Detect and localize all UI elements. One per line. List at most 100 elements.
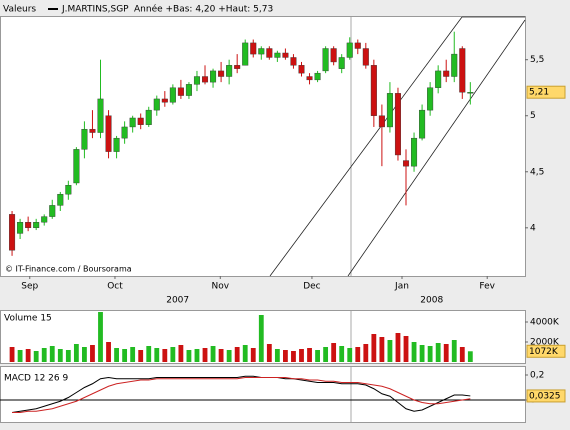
volume-bar [226, 350, 232, 362]
volume-bar [339, 346, 345, 362]
volume-bar [57, 349, 63, 362]
x-tick-label: Oct [107, 282, 123, 292]
volume-bar [323, 347, 329, 362]
candle-body [137, 117, 144, 125]
candle-body [386, 93, 393, 128]
volume-bar [25, 349, 31, 362]
last-value-label: 0,0325 [529, 391, 561, 401]
trend-line [269, 16, 463, 277]
volume-bar [266, 344, 272, 362]
volume-bar [218, 349, 224, 362]
range-label: Année +Bas: 4,20 +Haut: 5,73 [134, 4, 273, 15]
x-tick-label: Sep [21, 282, 38, 292]
candle-body [210, 70, 217, 83]
volume-bar [178, 345, 184, 362]
legend-label: J.MARTINS,SGP [61, 5, 129, 15]
volume-bar [395, 333, 401, 362]
volume-bar [258, 315, 264, 362]
panel-label: Valeurs [3, 5, 36, 15]
candle-body [49, 205, 56, 217]
volume-bar [435, 343, 441, 362]
candle-body [161, 98, 168, 103]
candle-body [17, 222, 24, 234]
macd-panel [0, 366, 526, 423]
candle-body [370, 65, 377, 116]
candle-body [193, 76, 200, 85]
macd-title: MACD 12 26 9 [4, 374, 68, 384]
volume-bar [162, 349, 168, 362]
volume-bar [387, 340, 393, 362]
y-tick-label: 4000K [530, 318, 560, 328]
trend-line [347, 19, 526, 277]
y-tick-label: 0,2 [530, 371, 544, 381]
candle-body [306, 76, 313, 81]
volume-bar [242, 345, 248, 362]
candle-body [9, 214, 16, 251]
candle-body [153, 98, 160, 111]
candle-body [394, 93, 401, 156]
volume-bar [49, 346, 55, 362]
candle-body [314, 72, 321, 81]
volume-bar [210, 346, 216, 362]
x-tick-label: Jan [394, 282, 409, 292]
x-tick-label: Nov [212, 282, 230, 292]
volume-title: Volume 15 [4, 314, 52, 324]
candle-body [185, 84, 192, 96]
volume-bar [130, 347, 136, 362]
candle-body [234, 65, 241, 69]
macd-line [11, 375, 471, 413]
y-tick-label: 4 [530, 223, 536, 233]
candle-body [33, 222, 40, 229]
y-tick-label: 5,5 [530, 55, 544, 65]
volume-bar [73, 344, 79, 362]
volume-bar [274, 349, 280, 362]
candle-body [467, 92, 474, 94]
candle-body [73, 149, 80, 184]
volume-bar [459, 347, 465, 362]
volume-bar [291, 351, 296, 362]
candle-body [298, 65, 305, 74]
volume-bar [299, 349, 304, 362]
candle-body [290, 57, 297, 66]
candle-body [145, 109, 152, 125]
candle-body [362, 48, 369, 66]
volume-bar [419, 345, 425, 362]
volume-bar [82, 347, 87, 362]
candle-body [338, 57, 345, 69]
candle-body [274, 52, 281, 58]
volume-bar [347, 348, 353, 362]
candle-body [25, 222, 32, 229]
price-panel [0, 16, 526, 277]
last-value-box [526, 344, 566, 358]
volume-bar [202, 348, 208, 362]
y-tick-label: 4,5 [530, 167, 544, 177]
candle-body [266, 48, 273, 58]
candle-body [346, 42, 353, 58]
candle-body [242, 42, 249, 66]
candle-body [411, 137, 418, 167]
volume-bar [363, 344, 369, 362]
candle-body [282, 52, 289, 58]
y-tick-label: 2000K [530, 338, 560, 348]
volume-bar [427, 346, 433, 362]
volume-bar [170, 347, 176, 362]
candle-body [81, 128, 88, 150]
year-label: 2008 [420, 296, 443, 306]
candle-body [443, 70, 450, 77]
volume-bar [122, 349, 128, 362]
volume-bar [371, 334, 377, 362]
volume-bar [283, 350, 288, 362]
y-tick-label: 5 [530, 111, 536, 121]
year-label: 2007 [166, 296, 189, 306]
candle-body [258, 48, 265, 55]
volume-bar [194, 349, 200, 362]
volume-bar [331, 343, 337, 362]
volume-bar [355, 347, 361, 362]
last-value-label: 5,21 [529, 88, 549, 98]
volume-bar [379, 337, 385, 362]
candle-body [354, 42, 361, 49]
last-value-box [526, 85, 566, 99]
x-tick-label: Dec [303, 282, 320, 292]
volume-bar [234, 347, 240, 362]
